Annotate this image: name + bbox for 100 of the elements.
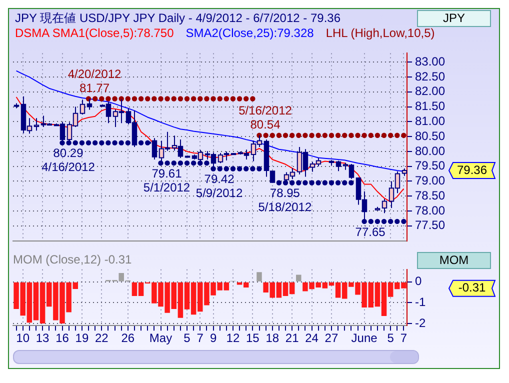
y-axis-title: MOM	[417, 252, 491, 269]
annotation: 5/16/2012	[238, 104, 292, 118]
point	[250, 166, 256, 172]
point	[204, 96, 210, 102]
point	[276, 132, 282, 138]
x-tick-label: May	[149, 331, 172, 346]
text: DSMA SMA1(Close,5):78.750	[15, 26, 174, 40]
y-tick-label: 0	[415, 274, 422, 288]
point	[86, 140, 92, 146]
x-tick-label: 12	[226, 331, 240, 346]
point	[401, 218, 406, 224]
point	[171, 160, 176, 166]
point	[171, 96, 176, 102]
y-tick-label: 79.00	[415, 174, 446, 188]
point	[217, 166, 222, 172]
point	[374, 132, 380, 138]
point	[164, 96, 170, 102]
x-tick-label: 13	[36, 331, 50, 346]
point	[106, 96, 111, 102]
point	[322, 180, 328, 186]
point	[388, 132, 394, 138]
point	[388, 218, 394, 224]
text: LHL (High,Low,10,5)	[326, 26, 435, 40]
point	[236, 166, 242, 172]
point	[328, 180, 334, 186]
annotation: 4/16/2012	[42, 160, 96, 174]
point	[112, 140, 118, 146]
point	[236, 96, 242, 102]
point	[309, 180, 314, 186]
point	[322, 132, 328, 138]
point	[190, 160, 196, 166]
point	[296, 132, 302, 138]
x-tick-label: 5	[387, 331, 394, 346]
y-tick-label: 79.50	[415, 158, 446, 173]
y-tick-label: 78.00	[415, 203, 446, 218]
point	[152, 96, 157, 102]
point	[99, 96, 104, 102]
point	[125, 140, 131, 146]
point	[72, 140, 78, 146]
point	[92, 96, 98, 102]
point	[394, 132, 400, 138]
point	[198, 96, 203, 102]
point	[348, 180, 354, 186]
point	[328, 132, 334, 138]
point	[381, 218, 387, 224]
x-tick-label: 26	[121, 331, 135, 346]
point	[190, 96, 196, 102]
point	[381, 132, 387, 138]
y-tick-label: 77.50	[415, 218, 446, 232]
y-tick-label: -2	[415, 316, 426, 330]
point	[309, 132, 314, 138]
point	[335, 132, 341, 138]
annotation: 4/20/2012	[68, 67, 122, 82]
y-tick-label: 80.50	[415, 128, 446, 143]
annotation: 77.65	[355, 224, 386, 239]
point	[289, 132, 295, 138]
x-tick-label: June	[351, 331, 378, 346]
text: -0.31	[458, 280, 486, 295]
x-tick-label: 9	[210, 331, 217, 346]
point	[302, 180, 308, 186]
annotation: 81.77	[80, 81, 110, 96]
point	[178, 96, 184, 102]
point	[99, 140, 104, 146]
point	[256, 166, 262, 172]
point	[342, 132, 348, 138]
point	[244, 166, 249, 172]
x-tick-label: 27	[324, 331, 338, 346]
annotation: 79.42	[204, 172, 235, 186]
point	[125, 96, 131, 102]
y-axis-title: JPY	[417, 10, 491, 27]
y-tick-label: 78.50	[415, 188, 446, 202]
chart-title: MOM (Close,12) -0.31	[13, 252, 132, 267]
point	[335, 180, 341, 186]
point	[230, 166, 236, 172]
point	[164, 160, 170, 166]
x-tick-label: 16	[56, 331, 70, 346]
x-tick-label: 18	[266, 331, 280, 346]
point	[217, 96, 222, 102]
point	[112, 96, 118, 102]
point	[276, 180, 282, 186]
point	[368, 132, 374, 138]
y-tick-label: -1	[415, 295, 426, 310]
point	[316, 180, 321, 186]
point	[355, 132, 360, 138]
point	[118, 140, 124, 146]
point	[224, 166, 230, 172]
point	[263, 132, 268, 138]
annotation: 80.29	[53, 146, 84, 160]
point	[348, 132, 354, 138]
point	[224, 96, 230, 102]
point	[79, 140, 85, 146]
annotation: 5/9/2012	[196, 186, 243, 200]
point	[204, 160, 210, 166]
chart-title: JPY 現在値 USD/JPY JPY Daily - 4/9/2012 - 6/7/2012 - 79.36	[15, 10, 340, 27]
point	[316, 132, 321, 138]
x-tick-label: 10	[16, 331, 30, 346]
point	[138, 140, 144, 146]
annotation: 79.61	[152, 166, 182, 180]
annotation: 5/1/2012	[143, 180, 190, 194]
point	[132, 96, 138, 102]
